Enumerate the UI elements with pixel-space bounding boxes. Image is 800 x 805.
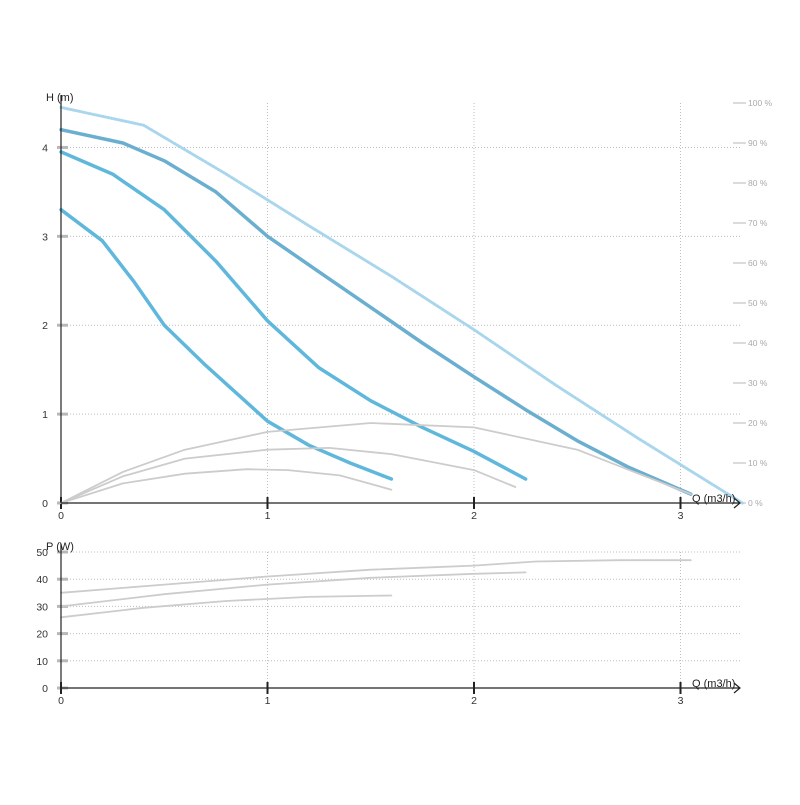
head-secondary-tick-label: 0 % bbox=[748, 498, 763, 508]
head-series-thick-0 bbox=[59, 127, 693, 496]
head-y-tick-label: 0 bbox=[42, 498, 48, 510]
head-series-thin-4 bbox=[60, 422, 692, 504]
head-secondary-tick-label: 40 % bbox=[748, 338, 768, 348]
head-x-tick-label: 2 bbox=[471, 510, 477, 522]
head-series-thin-5 bbox=[60, 447, 517, 504]
power-x-tick-label: 2 bbox=[471, 695, 477, 707]
head-secondary-tick-label: 20 % bbox=[748, 418, 768, 428]
power-x-tick-label: 0 bbox=[58, 695, 64, 707]
power-y-tick-label: 30 bbox=[36, 601, 48, 613]
head-secondary-tick-label: 30 % bbox=[748, 378, 768, 388]
power-x-axis-label: Q (m3/h) bbox=[692, 678, 735, 690]
power-series-thin-2 bbox=[60, 594, 393, 619]
power-x-tick-label: 1 bbox=[265, 695, 271, 707]
power-x-tick-label: 3 bbox=[678, 695, 684, 707]
power-y-tick-label: 20 bbox=[36, 629, 48, 641]
head-series-thin-6 bbox=[60, 468, 393, 504]
power-y-tick-label: 10 bbox=[36, 656, 48, 668]
power-y-axis-label: P (W) bbox=[46, 541, 74, 553]
head-x-axis-label: Q (m3/h) bbox=[692, 493, 735, 505]
head-x-tick-label: 0 bbox=[58, 510, 64, 522]
power-chart: 0 10 20 30 40 50 0 1 2 3 P (W) Q (m3/h) bbox=[36, 541, 741, 707]
head-secondary-tick-label: 80 % bbox=[748, 178, 768, 188]
head-x-tick-label: 1 bbox=[265, 510, 271, 522]
head-y-tick-label: 4 bbox=[42, 142, 48, 154]
head-y-axis-label: H (m) bbox=[46, 92, 74, 104]
head-series-dotted-3 bbox=[59, 105, 744, 505]
head-secondary-tick-label: 10 % bbox=[748, 458, 768, 468]
head-secondary-tick-label: 90 % bbox=[748, 138, 768, 148]
head-secondary-tick-label: 50 % bbox=[748, 298, 768, 308]
head-series-thick-1 bbox=[59, 150, 528, 481]
power-y-tick-label: 50 bbox=[36, 547, 48, 559]
head-secondary-tick-label: 60 % bbox=[748, 258, 768, 268]
power-y-tick-label: 40 bbox=[36, 574, 48, 586]
head-y-tick-label: 2 bbox=[42, 320, 48, 332]
head-secondary-tick-label: 100 % bbox=[748, 98, 773, 108]
power-series-thin-1 bbox=[60, 571, 527, 608]
power-x-axis-arrow bbox=[733, 682, 741, 694]
power-y-tick-label: 0 bbox=[42, 683, 48, 695]
power-series-thin-0 bbox=[60, 559, 692, 594]
head-secondary-tick-label: 70 % bbox=[748, 218, 768, 228]
head-x-tick-label: 3 bbox=[678, 510, 684, 522]
head-series-thick-2 bbox=[59, 207, 394, 481]
head-y-tick-label: 1 bbox=[42, 409, 48, 421]
head-x-axis-arrow bbox=[733, 497, 741, 509]
head-y-tick-label: 3 bbox=[42, 231, 48, 243]
